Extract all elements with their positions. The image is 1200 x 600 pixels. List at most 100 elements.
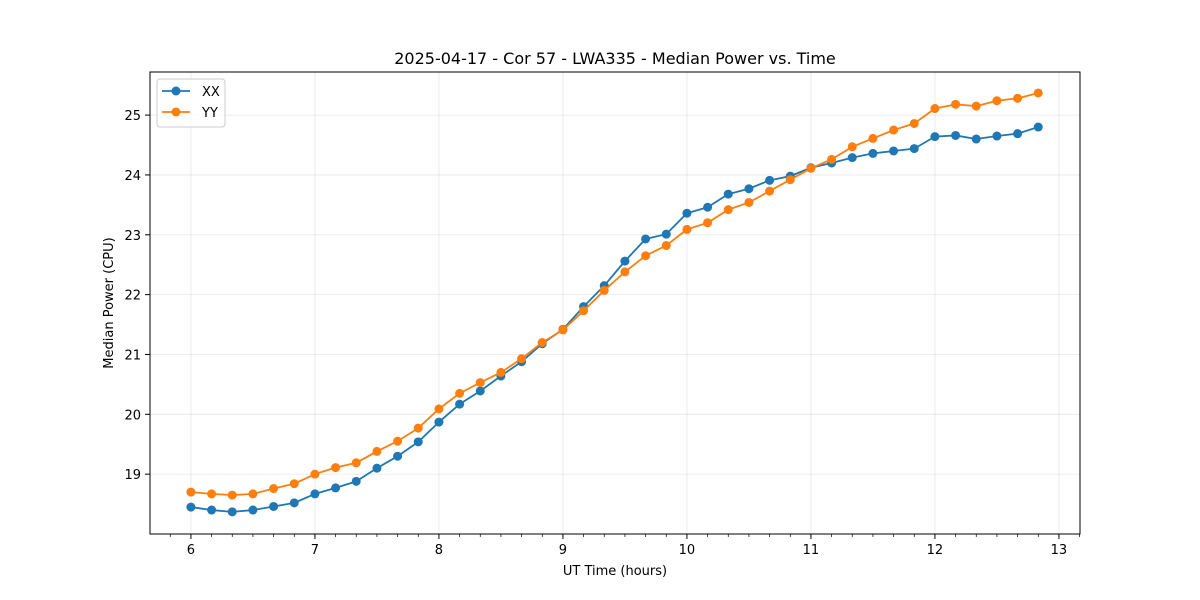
data-point-yy xyxy=(186,487,196,497)
data-point-xx xyxy=(248,505,258,515)
data-point-yy xyxy=(599,285,609,295)
data-point-xx xyxy=(372,463,382,473)
data-point-xx xyxy=(723,189,733,199)
data-point-yy xyxy=(289,479,299,489)
x-tick-label: 11 xyxy=(803,543,820,558)
data-point-yy xyxy=(971,101,981,111)
x-tick-label: 7 xyxy=(311,543,319,558)
data-point-yy xyxy=(723,205,733,215)
data-point-xx xyxy=(703,202,713,212)
y-tick-label: 22 xyxy=(124,289,141,304)
data-point-yy xyxy=(620,267,630,277)
data-point-yy xyxy=(558,325,568,335)
data-point-yy xyxy=(889,125,899,135)
data-point-yy xyxy=(806,163,816,173)
data-point-xx xyxy=(186,502,196,512)
data-point-yy xyxy=(930,104,940,114)
axis-ticks: 6 7 8 9 10 11 12 13 19 20 21 22 23 24 25 xyxy=(124,109,1080,558)
x-axis-label: UT Time (hours) xyxy=(563,564,667,579)
data-point-yy xyxy=(703,218,713,228)
data-point-xx xyxy=(475,386,485,396)
data-point-xx xyxy=(413,437,423,447)
y-tick-label: 23 xyxy=(124,229,141,244)
data-point-yy xyxy=(847,142,857,152)
data-point-xx xyxy=(744,184,754,194)
data-point-xx xyxy=(310,489,320,499)
data-point-xx xyxy=(641,234,651,244)
data-point-yy xyxy=(661,241,671,251)
data-point-yy xyxy=(393,436,403,446)
data-point-yy xyxy=(372,446,382,456)
data-point-yy xyxy=(269,484,279,494)
data-point-xx xyxy=(868,148,878,158)
y-tick-label: 21 xyxy=(124,348,141,363)
data-point-xx xyxy=(971,134,981,144)
data-point-yy xyxy=(455,388,465,398)
x-tick-label: 10 xyxy=(679,543,696,558)
data-point-xx xyxy=(661,229,671,239)
data-point-yy xyxy=(310,469,320,479)
data-point-yy xyxy=(434,404,444,414)
data-point-xx xyxy=(227,507,237,517)
data-point-xx xyxy=(847,153,857,163)
data-point-yy xyxy=(227,490,237,500)
data-point-xx xyxy=(351,476,361,486)
x-tick-label: 8 xyxy=(435,543,443,558)
data-point-xx xyxy=(992,131,1002,141)
data-point-yy xyxy=(475,378,485,388)
data-point-xx xyxy=(909,144,919,154)
data-point-yy xyxy=(992,96,1002,106)
data-point-xx xyxy=(455,399,465,409)
data-point-yy xyxy=(413,423,423,433)
data-point-xx xyxy=(269,501,279,511)
legend-label-xx: XX xyxy=(202,85,220,100)
grid xyxy=(150,72,1080,534)
data-point-xx xyxy=(207,505,217,515)
data-point-xx xyxy=(620,256,630,266)
data-point-yy xyxy=(351,458,361,468)
legend-marker-yy xyxy=(171,107,181,117)
data-point-yy xyxy=(207,489,217,499)
data-point-yy xyxy=(1033,88,1043,98)
data-point-xx xyxy=(951,130,961,140)
data-point-xx xyxy=(1013,129,1023,139)
x-tick-label: 12 xyxy=(927,543,944,558)
y-tick-label: 24 xyxy=(124,169,141,184)
data-point-xx xyxy=(434,417,444,427)
data-point-yy xyxy=(537,338,547,347)
data-point-xx xyxy=(765,175,775,185)
y-axis-label: Median Power (CPU) xyxy=(102,237,117,368)
series-xx xyxy=(186,122,1043,517)
data-point-yy xyxy=(579,306,589,316)
plot-frame xyxy=(149,71,1081,535)
legend-label-yy: YY xyxy=(201,106,218,121)
data-point-yy xyxy=(744,197,754,207)
data-point-yy xyxy=(827,154,837,164)
data-point-yy xyxy=(331,463,341,473)
data-point-xx xyxy=(331,483,341,493)
y-tick-label: 19 xyxy=(124,468,141,483)
data-point-xx xyxy=(1033,122,1043,132)
data-point-yy xyxy=(951,99,961,109)
data-point-yy xyxy=(496,367,506,377)
data-point-xx xyxy=(393,451,403,461)
series-yy xyxy=(186,88,1043,500)
data-point-yy xyxy=(765,186,775,196)
data-point-yy xyxy=(248,489,258,499)
data-point-xx xyxy=(889,146,899,156)
data-point-yy xyxy=(641,251,651,261)
x-tick-label: 6 xyxy=(187,543,195,558)
x-tick-label: 13 xyxy=(1051,543,1068,558)
plot-series xyxy=(186,88,1043,517)
y-tick-label: 20 xyxy=(124,408,141,423)
data-point-xx xyxy=(930,132,940,142)
data-point-yy xyxy=(1013,93,1023,103)
data-point-yy xyxy=(909,118,919,128)
data-point-yy xyxy=(785,175,795,185)
data-point-yy xyxy=(517,354,527,364)
data-point-xx xyxy=(682,208,692,218)
data-point-yy xyxy=(682,224,692,234)
data-point-xx xyxy=(289,498,299,508)
legend-marker-xx xyxy=(171,86,181,96)
legend: XX YY xyxy=(156,78,226,128)
